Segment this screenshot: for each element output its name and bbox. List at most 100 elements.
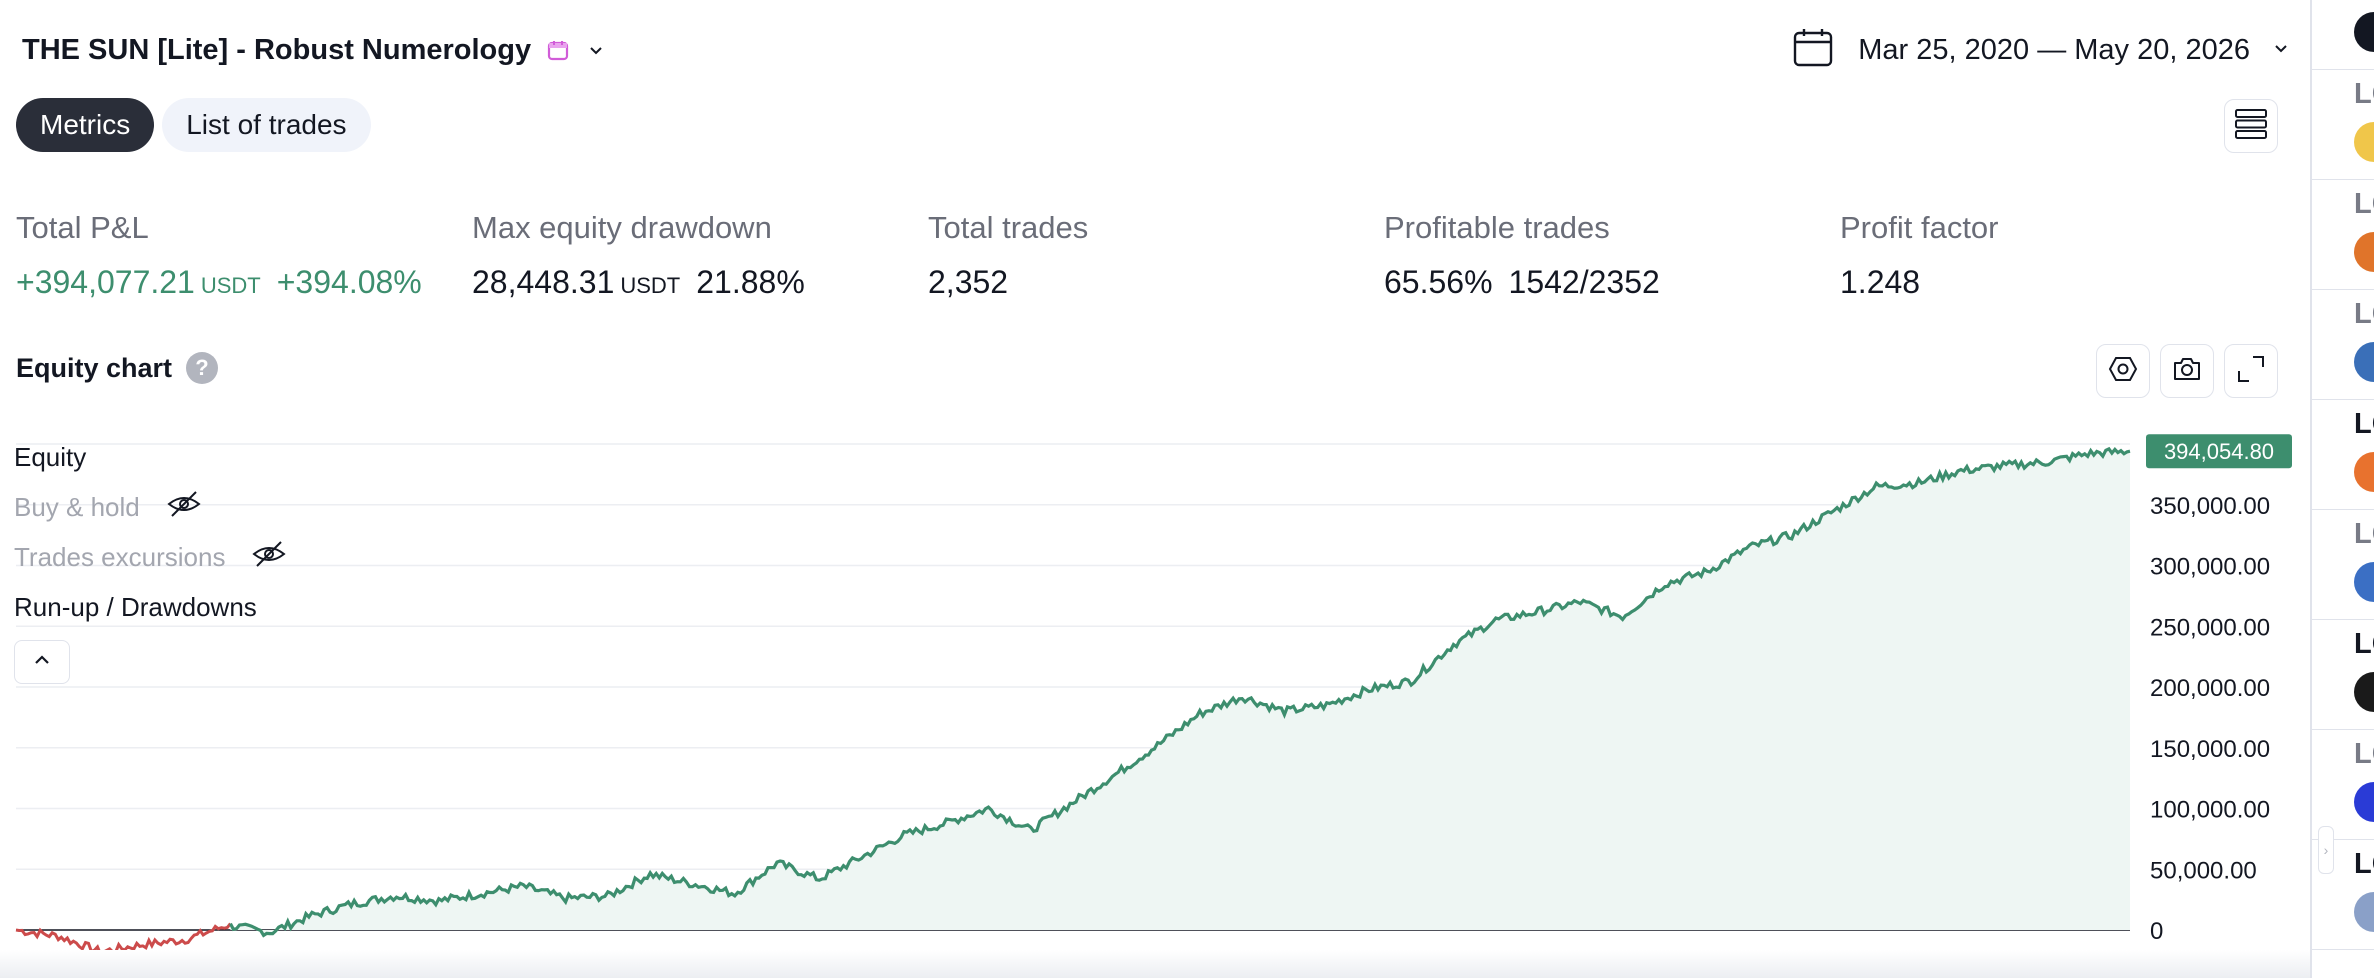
strategy-title-row[interactable]: THE SUN [Lite] - Robust Numerology xyxy=(22,28,607,72)
legend-label: Run-up / Drawdowns xyxy=(14,591,257,622)
watchlist-item-label: LC xyxy=(2354,78,2374,110)
watchlist-item-label: LC xyxy=(2354,0,2374,1)
tab-metrics[interactable]: Metrics xyxy=(16,98,155,152)
watchlist-item-label: LC xyxy=(2354,408,2374,440)
camera-icon xyxy=(2172,354,2202,389)
date-range-text: Mar 25, 2020 — May 20, 2026 xyxy=(1858,33,2250,66)
profit-factor-value: 1.248 xyxy=(1840,264,1921,300)
chevron-down-icon xyxy=(2272,39,2290,62)
chart-toolbar xyxy=(2096,344,2278,398)
metric-label: Total P&L xyxy=(16,210,149,245)
fullscreen-button[interactable] xyxy=(2224,344,2278,398)
legend-label: Trades excursions xyxy=(14,541,226,572)
chevron-down-icon[interactable] xyxy=(585,39,607,61)
y-tick-label: 350,000.00 xyxy=(2150,493,2270,520)
watchlist-sidebar: LC LC LC LC LC LC LC LC LC xyxy=(2310,0,2374,978)
watchlist-item-label: LC xyxy=(2354,738,2374,770)
watchlist-item-label: LC xyxy=(2354,298,2374,330)
metric-profitable-trades: Profitable trades 65.56% 1542/2352 xyxy=(1384,210,1660,301)
metric-profit-factor: Profit factor 1.248 xyxy=(1840,210,1999,301)
symbol-logo-icon xyxy=(2354,12,2374,52)
symbol-logo-icon xyxy=(2354,342,2374,382)
legend-buy-hold[interactable]: Buy & hold xyxy=(14,482,287,532)
y-tick-label: 150,000.00 xyxy=(2150,736,2270,763)
equity-area xyxy=(230,448,2130,936)
equity-chart[interactable]: 0 50,000.00 100,000.00 150,000.00 200,000.00… xyxy=(0,0,2310,978)
watchlist-item-label: LC xyxy=(2354,188,2374,220)
strategy-title: THE SUN [Lite] - Robust Numerology xyxy=(22,33,532,66)
watchlist-item[interactable]: LC xyxy=(2312,730,2374,840)
settings-icon xyxy=(2108,354,2138,389)
watchlist-item-label: LC xyxy=(2354,518,2374,550)
profitable-trades-percent: 65.56% xyxy=(1384,264,1493,300)
metric-max-drawdown: Max equity drawdown 28,448.31 USDT 21.88… xyxy=(472,210,805,301)
layout-toggle-button[interactable] xyxy=(2224,99,2278,153)
max-drawdown-percent: 21.88% xyxy=(696,264,805,300)
eye-off-icon[interactable] xyxy=(251,540,287,575)
metric-total-pnl: Total P&L +394,077.21 USDT +394.08% xyxy=(16,210,422,301)
snapshot-button[interactable] xyxy=(2160,344,2214,398)
equity-chart-title: Equity chart xyxy=(16,352,173,383)
y-tick-label: 50,000.00 xyxy=(2150,857,2257,884)
max-drawdown-value: 28,448.31 xyxy=(472,264,615,300)
legend-collapse-button[interactable] xyxy=(14,640,70,684)
y-tick-label: 300,000.00 xyxy=(2150,554,2270,581)
legend-equity[interactable]: Equity xyxy=(14,432,287,482)
symbol-logo-icon xyxy=(2354,122,2374,162)
last-value-label: 394,054.80 xyxy=(2164,439,2274,464)
legend-label: Buy & hold xyxy=(14,491,140,522)
rows-layout-icon xyxy=(2234,107,2268,146)
profitable-trades-ratio: 1542/2352 xyxy=(1508,264,1660,300)
help-icon[interactable]: ? xyxy=(186,352,219,384)
bottom-edge xyxy=(0,950,2310,978)
watchlist-item[interactable]: LC xyxy=(2312,400,2374,510)
equity-chart-header: Equity chart ? xyxy=(16,352,219,384)
fullscreen-icon xyxy=(2236,354,2266,389)
chevron-up-icon xyxy=(32,650,52,675)
legend-label: Equity xyxy=(14,441,87,472)
y-tick-label: 100,000.00 xyxy=(2150,797,2270,824)
metrics-summary: Total P&L +394,077.21 USDT +394.08% Max … xyxy=(16,210,2296,310)
watchlist-item[interactable]: LC xyxy=(2312,840,2374,950)
report-tabs: Metrics List of trades xyxy=(16,98,371,152)
sidebar-expand-handle[interactable]: › xyxy=(2318,826,2334,874)
metric-label: Max equity drawdown xyxy=(472,210,772,245)
symbol-logo-icon xyxy=(2354,452,2374,492)
equity-line-negative xyxy=(15,922,232,957)
watchlist-item[interactable]: LC xyxy=(2312,510,2374,620)
chart-settings-button[interactable] xyxy=(2096,344,2150,398)
watchlist-item-label: LC xyxy=(2354,628,2374,660)
watchlist-item[interactable]: LC xyxy=(2312,290,2374,400)
equity-line-positive xyxy=(228,446,2131,938)
symbol-logo-icon xyxy=(2354,232,2374,272)
watchlist-item[interactable]: LC xyxy=(2312,180,2374,290)
watchlist-item[interactable]: LC xyxy=(2312,620,2374,730)
calendar-icon xyxy=(1790,25,1836,76)
symbol-logo-icon xyxy=(2354,562,2374,602)
last-value-badge xyxy=(2146,434,2292,469)
total-pnl-value: +394,077.21 xyxy=(16,264,195,300)
watchlist-item-label: LC xyxy=(2354,848,2374,880)
y-tick-label: 200,000.00 xyxy=(2150,675,2270,702)
total-trades-value: 2,352 xyxy=(928,264,1009,300)
metric-label: Profit factor xyxy=(1840,210,1999,245)
y-tick-label: 250,000.00 xyxy=(2150,614,2270,641)
y-tick-label: 0 xyxy=(2150,918,2163,945)
tab-list-of-trades[interactable]: List of trades xyxy=(162,98,371,152)
chart-legend: Equity Buy & hold Trades excursions xyxy=(14,432,287,684)
calendar-badge-icon xyxy=(545,37,571,63)
total-pnl-unit: USDT xyxy=(200,273,261,298)
max-drawdown-unit: USDT xyxy=(620,273,681,298)
date-range-selector[interactable]: Mar 25, 2020 — May 20, 2026 xyxy=(1790,24,2290,76)
watchlist-item[interactable]: LC xyxy=(2312,70,2374,180)
y-axis-ticks: 0 50,000.00 100,000.00 150,000.00 200,000.00… xyxy=(2150,493,2270,945)
strategy-report-panel: THE SUN [Lite] - Robust Numerology Mar 2… xyxy=(0,0,2310,978)
legend-trades-excursions[interactable]: Trades excursions xyxy=(14,532,287,582)
last-value-marker: 394,054.80 xyxy=(2146,434,2292,469)
watchlist-item[interactable]: LC xyxy=(2312,0,2374,70)
metric-label: Profitable trades xyxy=(1384,210,1610,245)
eye-off-icon[interactable] xyxy=(166,490,202,525)
metric-total-trades: Total trades 2,352 xyxy=(928,210,1088,301)
legend-runup-drawdowns[interactable]: Run-up / Drawdowns xyxy=(14,582,287,632)
metric-label: Total trades xyxy=(928,210,1089,245)
